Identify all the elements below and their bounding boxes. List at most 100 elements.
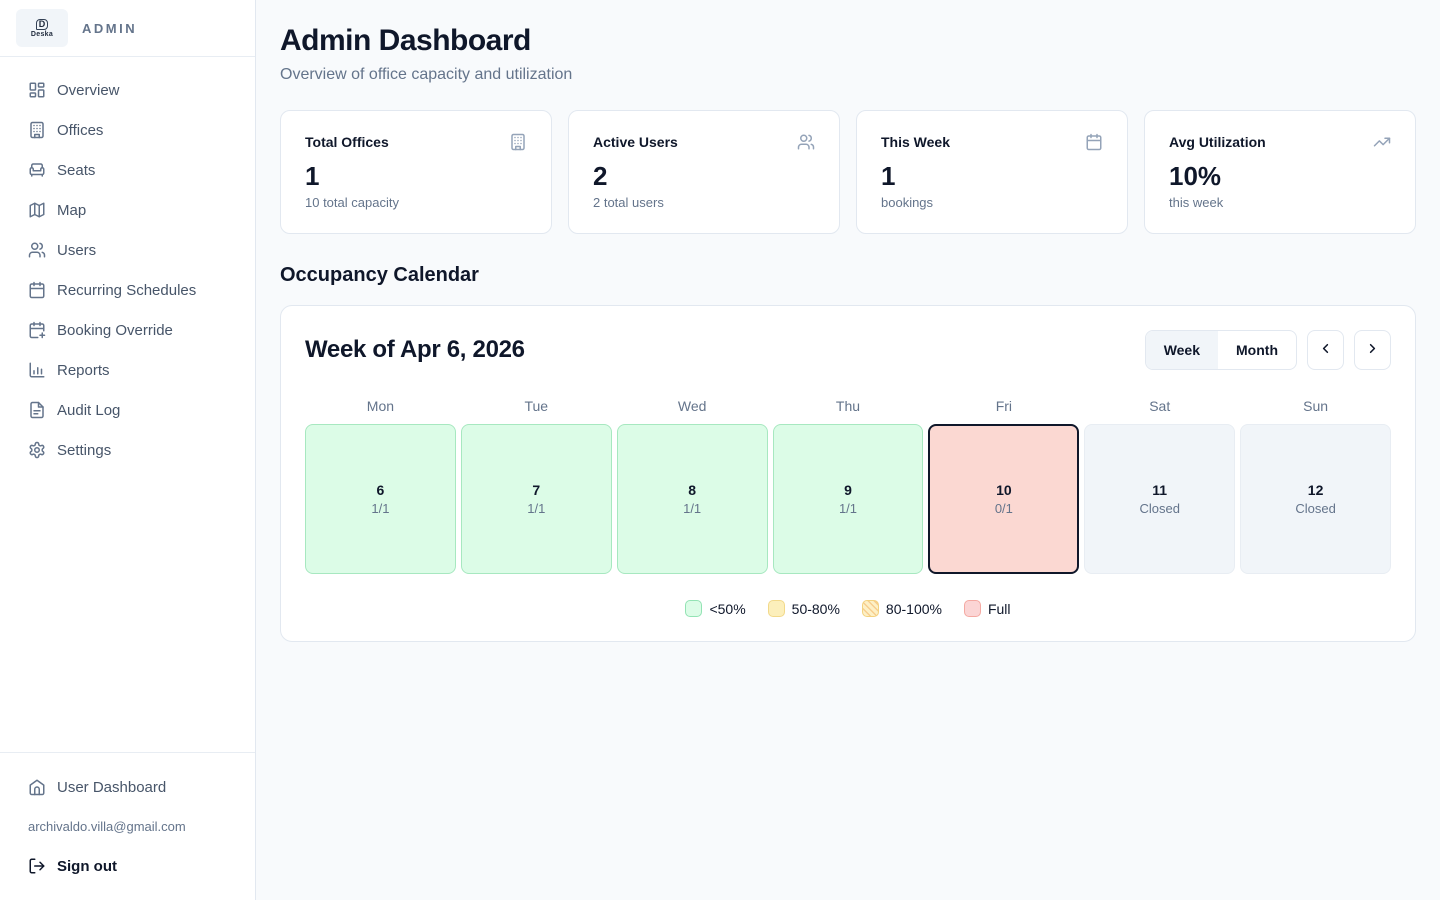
sidebar-item-label: Reports [57, 361, 110, 379]
sidebar-item-booking-override[interactable]: Booking Override [0, 310, 255, 350]
sign-out-button[interactable]: Sign out [0, 846, 255, 886]
week-title: Week of Apr 6, 2026 [305, 336, 525, 363]
deska-logo[interactable]: D Deska [16, 9, 68, 47]
day-occupancy: Closed [1139, 501, 1180, 516]
trending-up-icon [1373, 133, 1391, 151]
view-toggle: Week Month [1144, 330, 1297, 370]
sidebar-item-overview[interactable]: Overview [0, 70, 255, 110]
occupancy-legend: <50% 50-80% 80-100% Full [305, 600, 1391, 617]
legend-label: 80-100% [885, 600, 942, 617]
dashboard-icon [28, 81, 46, 99]
calendar-day-cell[interactable]: 7 1/1 [460, 424, 612, 574]
day-header: Mon [366, 398, 395, 414]
stat-card-total-offices: Total Offices 1 10 total capacity [280, 110, 552, 234]
map-icon [28, 201, 46, 219]
day-date: 7 [532, 482, 541, 498]
calendar-day-cell[interactable]: 6 1/1 [305, 424, 456, 574]
page-subtitle: Overview of office capacity and utilizat… [280, 66, 573, 83]
sign-out-label: Sign out [57, 857, 117, 875]
user-dashboard-link[interactable]: User Dashboard [0, 767, 255, 807]
day-occupancy: 1/1 [683, 501, 702, 516]
document-icon [28, 401, 46, 419]
gear-icon [28, 441, 46, 459]
legend-swatch-mid [767, 600, 785, 617]
sidebar-item-audit-log[interactable]: Audit Log [0, 390, 255, 430]
sidebar-item-settings[interactable]: Settings [0, 430, 255, 470]
sidebar-item-label: Settings [57, 441, 112, 459]
day-header: Wed [677, 398, 707, 414]
calendar-day-cell[interactable]: 9 1/1 [772, 424, 924, 574]
users-icon [28, 241, 46, 259]
day-date: 11 [1152, 482, 1168, 498]
stat-card-value: 1 [881, 161, 896, 191]
sidebar-footer: User Dashboard archivaldo.villa@gmail.co… [0, 752, 255, 900]
stat-card-value: 1 [305, 161, 320, 191]
legend-label: <50% [709, 600, 746, 617]
occupancy-calendar-card: Week of Apr 6, 2026 Week Month Mon Tue W… [280, 305, 1416, 642]
calendar-day-grid: 6 1/1 7 1/1 8 1/1 9 1/1 10 0/1 11 Closed [305, 424, 1391, 574]
stat-card-subtitle: 10 total capacity [305, 195, 399, 210]
sidebar-item-map[interactable]: Map [0, 190, 255, 230]
chevron-left-icon [1318, 341, 1333, 359]
sidebar-item-recurring-schedules[interactable]: Recurring Schedules [0, 270, 255, 310]
sidebar-item-seats[interactable]: Seats [0, 150, 255, 190]
stat-card-title: Total Offices [305, 134, 389, 150]
bar-chart-icon [28, 361, 46, 379]
legend-item-low: <50% [685, 600, 746, 617]
occupancy-calendar-heading: Occupancy Calendar [280, 264, 479, 286]
sidebar-item-reports[interactable]: Reports [0, 350, 255, 390]
calendar-icon [28, 281, 46, 299]
stat-card-avg-utilization: Avg Utilization 10% this week [1144, 110, 1416, 234]
legend-item-mid: 50-80% [767, 600, 840, 617]
sidebar-nav: Overview Offices Seats Map Users Recurri… [0, 57, 255, 752]
day-date: 6 [376, 482, 385, 498]
calendar-day-cell[interactable]: 12 Closed [1240, 424, 1391, 574]
day-occupancy: 1/1 [838, 501, 858, 516]
sidebar-item-label: Recurring Schedules [57, 281, 197, 299]
deska-logo-icon: D [36, 18, 48, 30]
day-header: Sat [1149, 398, 1171, 414]
stat-card-subtitle: bookings [881, 195, 934, 210]
week-view-button[interactable]: Week [1145, 331, 1219, 369]
sidebar-item-label: Users [57, 241, 97, 259]
day-occupancy: 1/1 [371, 501, 390, 516]
legend-label: 50-80% [791, 600, 840, 617]
day-headers-row: Mon Tue Wed Thu Fri Sat Sun [305, 398, 1391, 414]
building-icon [509, 133, 527, 151]
legend-swatch-high [861, 600, 879, 617]
sidebar: D Deska ADMIN Overview Offices Seats Map… [0, 0, 256, 900]
sidebar-item-label: Booking Override [57, 321, 173, 339]
legend-swatch-low [685, 600, 703, 617]
sidebar-item-label: Seats [57, 161, 96, 179]
users-icon [797, 133, 815, 151]
seat-icon [28, 161, 46, 179]
stat-card-value: 10% [1169, 161, 1222, 191]
legend-label: Full [987, 600, 1011, 617]
stat-card-subtitle: this week [1169, 195, 1224, 210]
admin-label: ADMIN [82, 20, 138, 36]
day-date: 10 [996, 482, 1012, 498]
day-date: 12 [1307, 482, 1324, 498]
deska-logo-text: Deska [30, 30, 54, 38]
calendar-day-cell-selected[interactable]: 10 0/1 [928, 424, 1080, 574]
log-out-icon [28, 857, 46, 875]
sidebar-item-label: Overview [57, 81, 120, 99]
chevron-right-icon [1365, 341, 1380, 359]
day-occupancy: 0/1 [994, 501, 1013, 516]
next-week-button[interactable] [1354, 330, 1391, 370]
page-title: Admin Dashboard [280, 24, 531, 57]
calendar-day-cell[interactable]: 11 Closed [1084, 424, 1236, 574]
day-date: 8 [688, 482, 697, 498]
legend-swatch-full [963, 600, 981, 617]
stat-cards-row: Total Offices 1 10 total capacity Active… [280, 110, 1416, 234]
stat-card-title: This Week [881, 134, 950, 150]
previous-week-button[interactable] [1307, 330, 1344, 370]
calendar-controls: Week Month [1144, 330, 1391, 370]
main-content: Admin Dashboard Overview of office capac… [256, 0, 1440, 900]
calendar-day-cell[interactable]: 8 1/1 [616, 424, 768, 574]
sidebar-item-users[interactable]: Users [0, 230, 255, 270]
stat-card-subtitle: 2 total users [593, 195, 664, 210]
sidebar-item-label: Audit Log [57, 401, 121, 419]
sidebar-item-offices[interactable]: Offices [0, 110, 255, 150]
month-view-button[interactable]: Month [1218, 331, 1296, 369]
